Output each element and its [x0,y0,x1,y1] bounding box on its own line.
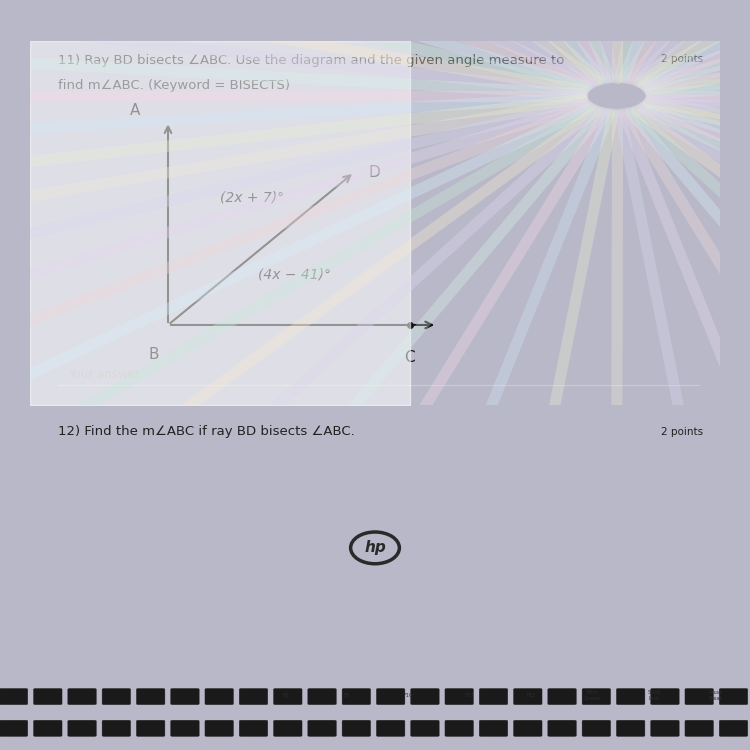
Text: F10: F10 [404,693,412,698]
FancyBboxPatch shape [308,688,336,705]
Text: (4x − 41)°: (4x − 41)° [258,267,331,281]
FancyBboxPatch shape [479,688,508,705]
Text: B: B [149,346,160,362]
Text: Print
Screen: Print Screen [584,690,601,700]
FancyBboxPatch shape [376,688,405,705]
FancyBboxPatch shape [651,688,680,705]
FancyBboxPatch shape [582,720,610,736]
Text: F8: F8 [282,693,288,698]
Text: 2 points: 2 points [661,427,703,437]
FancyBboxPatch shape [34,688,62,705]
Text: Your answer: Your answer [68,368,140,381]
FancyBboxPatch shape [205,688,233,705]
FancyBboxPatch shape [136,688,165,705]
FancyBboxPatch shape [616,688,645,705]
Text: C: C [404,350,415,365]
FancyBboxPatch shape [342,688,370,705]
Text: F11: F11 [465,693,474,698]
FancyBboxPatch shape [308,720,336,736]
Text: 11) Ray BD bisects ∠ABC. Use the diagram and the given angle measure to: 11) Ray BD bisects ∠ABC. Use the diagram… [58,54,564,67]
FancyBboxPatch shape [411,688,440,705]
FancyBboxPatch shape [0,688,28,705]
FancyBboxPatch shape [102,720,130,736]
Text: A: A [130,103,140,118]
Text: 2 points: 2 points [661,54,703,64]
FancyBboxPatch shape [445,688,473,705]
Text: find m∠ABC. (Keyword = BISECTS): find m∠ABC. (Keyword = BISECTS) [58,80,290,92]
FancyBboxPatch shape [239,688,268,705]
Text: hp: hp [364,540,386,555]
Text: D: D [368,165,380,180]
FancyBboxPatch shape [171,720,200,736]
FancyBboxPatch shape [548,688,576,705]
Text: (2x + 7)°: (2x + 7)° [220,190,284,205]
Text: F12: F12 [526,693,536,698]
FancyBboxPatch shape [582,688,610,705]
FancyBboxPatch shape [102,688,130,705]
Text: 12) Find the m∠ABC if ray BD bisects ∠ABC.: 12) Find the m∠ABC if ray BD bisects ∠AB… [58,425,354,439]
FancyBboxPatch shape [136,720,165,736]
FancyBboxPatch shape [411,720,440,736]
FancyBboxPatch shape [68,688,96,705]
FancyBboxPatch shape [205,720,233,736]
FancyBboxPatch shape [0,720,28,736]
FancyBboxPatch shape [171,688,200,705]
FancyBboxPatch shape [514,688,542,705]
FancyBboxPatch shape [685,688,713,705]
FancyBboxPatch shape [548,720,576,736]
FancyBboxPatch shape [514,720,542,736]
FancyBboxPatch shape [239,720,268,736]
FancyBboxPatch shape [34,720,62,736]
FancyBboxPatch shape [651,720,680,736]
FancyBboxPatch shape [274,688,302,705]
FancyBboxPatch shape [616,720,645,736]
Text: Pause
Break: Pause Break [708,690,723,700]
FancyBboxPatch shape [342,720,370,736]
FancyBboxPatch shape [685,720,713,736]
FancyBboxPatch shape [719,688,748,705]
Text: F9: F9 [344,693,350,698]
FancyBboxPatch shape [719,720,748,736]
FancyBboxPatch shape [445,720,473,736]
FancyBboxPatch shape [68,720,96,736]
Text: Scroll
Lock: Scroll Lock [647,690,661,700]
FancyBboxPatch shape [376,720,405,736]
FancyBboxPatch shape [479,720,508,736]
FancyBboxPatch shape [274,720,302,736]
